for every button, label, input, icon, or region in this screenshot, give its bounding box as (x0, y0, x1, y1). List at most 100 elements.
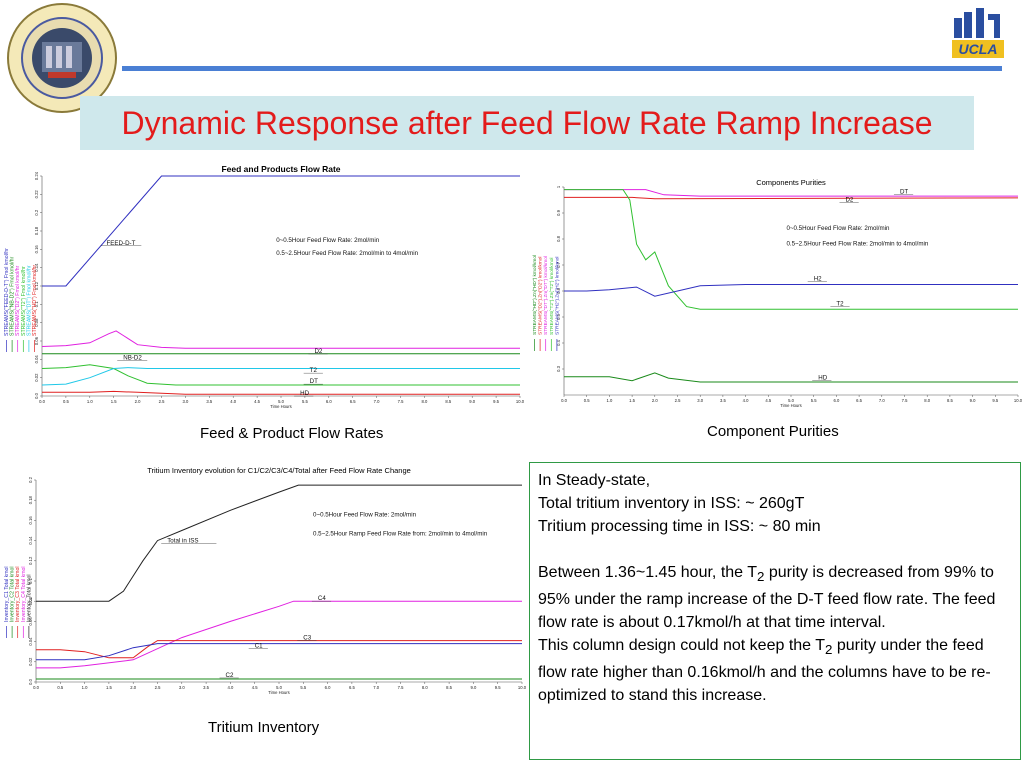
chart-annotation: 0.5~2.5Hour Ramp Feed Flow Rate from: 2m… (313, 531, 488, 538)
series-label: Total in ISS (167, 538, 198, 545)
x-tick-label: 7.0 (879, 398, 885, 403)
note-p3-end: purity under the feed flow rate higher t… (538, 637, 991, 705)
note-line-2: Total tritium inventory in ISS: ~ 260gT (538, 495, 805, 512)
inventory-chart: Tritium Inventory evolution for C1/C2/C3… (0, 462, 528, 712)
y-tick-label: 0.2 (34, 209, 39, 215)
series-label: C4 (318, 595, 326, 602)
x-tick-label: 6.0 (326, 399, 332, 404)
x-tick-label: 1.0 (82, 685, 88, 690)
note-p3-start: This column design could not keep the T (538, 637, 825, 655)
y-tick-label: 0.18 (28, 495, 33, 504)
legend-entry: STREAMS("D2").Zn("D2") kmol/kmol (538, 256, 544, 335)
y-tick-label: 0.3 (556, 365, 561, 371)
x-tick-label: 0.5 (57, 685, 63, 690)
x-axis-label: Time Hours (780, 403, 801, 408)
x-tick-label: 3.0 (179, 685, 185, 690)
x-tick-label: 3.5 (720, 398, 726, 403)
legend-entry: STREAMS("DT") Fmol kmol/hr (26, 265, 32, 336)
legend-entry: Inventory_C4 Total kmol (21, 566, 27, 622)
x-tick-label: 0.0 (561, 398, 567, 403)
legend-entry: STREAMS("T2").Zn("T2") kmol/kmol (549, 258, 555, 335)
series-line (36, 484, 522, 602)
series-label: T2 (836, 300, 844, 307)
chart-title: Feed and Products Flow Rate (221, 164, 340, 174)
purity-chart: Components Purities 0.0 0.5 1.0 1.5 2.0 2.5 3.0… (530, 175, 1024, 410)
x-axis-label: Time Hours (268, 690, 289, 695)
y-tick-label: 0.16 (28, 516, 33, 525)
series-label: D2 (314, 348, 322, 355)
x-tick-label: 6.0 (325, 685, 331, 690)
x-tick-label: 5.5 (811, 398, 817, 403)
x-tick-label: 3.0 (182, 399, 188, 404)
y-tick-label: 0.12 (28, 556, 33, 565)
x-tick-label: 4.0 (230, 399, 236, 404)
x-tick-label: 2.5 (159, 399, 165, 404)
series-label: H2 (814, 276, 822, 283)
y-tick-label: 0.02 (28, 657, 33, 666)
y-tick-label: 0.08 (34, 318, 39, 327)
y-tick-label: 0.2 (28, 476, 33, 482)
y-tick-label: 0.7 (556, 261, 561, 267)
x-tick-label: 8.5 (445, 399, 451, 404)
x-tick-label: 8.5 (446, 685, 452, 690)
chart-annotation: 0.5~2.5Hour Feed Flow Rate: 2mol/min to … (786, 241, 928, 248)
svg-text:UCLA: UCLA (959, 41, 998, 57)
legend-entry: Inventory_C3 Total kmol (15, 566, 21, 622)
y-tick-label: 0.04 (34, 355, 39, 364)
series-label: C3 (303, 635, 311, 642)
x-tick-label: 0.5 (63, 399, 69, 404)
chart-annotation: 0~0.5Hour Feed Flow Rate: 2mol/min (276, 237, 380, 244)
legend-entry: Inventory_Total kmol (26, 574, 32, 622)
y-tick-label: 0.24 (34, 171, 39, 180)
series-label: HD (300, 390, 309, 397)
x-tick-label: 4.5 (765, 398, 771, 403)
legend-entry: STREAMS("H2").Zn("H2") kmol/kmol (554, 256, 560, 335)
school-seal-logo (6, 2, 118, 114)
series-line (36, 600, 522, 669)
series-label: NB-D2 (123, 354, 142, 361)
series-line (41, 330, 520, 349)
x-tick-label: 3.0 (697, 398, 703, 403)
chart-annotation: 0~0.5Hour Feed Flow Rate: 2mol/min (313, 511, 417, 518)
series-line (42, 175, 520, 287)
x-tick-label: 4.0 (743, 398, 749, 403)
flow-rate-chart-svg: Feed and Products Flow Rate 0.0 0.5 1.0 1.5 2… (4, 164, 525, 409)
legend-entry: STREAMS("D2") Fmol kmol/hr (15, 265, 21, 336)
note-p2-sub: 2 (756, 569, 765, 585)
x-tick-label: 1.5 (106, 685, 112, 690)
x-tick-label: 5.0 (788, 398, 794, 403)
series-label: C1 (255, 643, 263, 650)
x-tick-label: 7.5 (398, 399, 404, 404)
series-line (41, 364, 520, 386)
y-tick-label: 0.5 (556, 313, 561, 319)
x-tick-label: 7.5 (902, 398, 908, 403)
series-label: T2 (310, 367, 318, 374)
legend-entry: STREAMS("HD") Fmol kmol/hr (32, 265, 38, 336)
x-tick-label: 2.0 (652, 398, 658, 403)
chart-title: Tritium Inventory evolution for C1/C2/C3… (147, 466, 411, 475)
note-p3-sub: 2 (824, 642, 833, 658)
y-tick-label: 0.14 (34, 263, 39, 272)
x-tick-label: 2.0 (130, 685, 136, 690)
purity-chart-svg: Components Purities 0.0 0.5 1.0 1.5 2.0 2.5 3.0… (532, 178, 1023, 408)
x-tick-label: 9.5 (493, 399, 499, 404)
series-line (564, 189, 1018, 197)
x-tick-label: 0.0 (33, 685, 39, 690)
x-tick-label: 5.0 (278, 399, 284, 404)
chart-annotation: 0~0.5Hour Feed Flow Rate: 2mol/min (786, 225, 890, 232)
note-p2-end: purity is decreased from 99% to 95% unde… (538, 564, 996, 632)
header-rule (122, 66, 1002, 71)
series-line (564, 284, 1018, 297)
y-tick-label: 0.0 (34, 392, 39, 398)
series-line (564, 196, 1019, 200)
x-tick-label: 3.5 (206, 399, 212, 404)
y-tick-label: 0.04 (28, 637, 33, 646)
y-tick-label: 0.08 (28, 596, 33, 605)
x-tick-label: 7.0 (374, 399, 380, 404)
legend-entry: STREAMS("NB-D2") Fmol kmol/hr (10, 257, 16, 336)
chart-title: Components Purities (756, 178, 826, 187)
y-tick-label: 0.8 (556, 235, 561, 241)
y-tick-label: 0.1 (34, 301, 39, 307)
x-tick-label: 7.0 (373, 685, 379, 690)
x-tick-label: 4.5 (254, 399, 260, 404)
